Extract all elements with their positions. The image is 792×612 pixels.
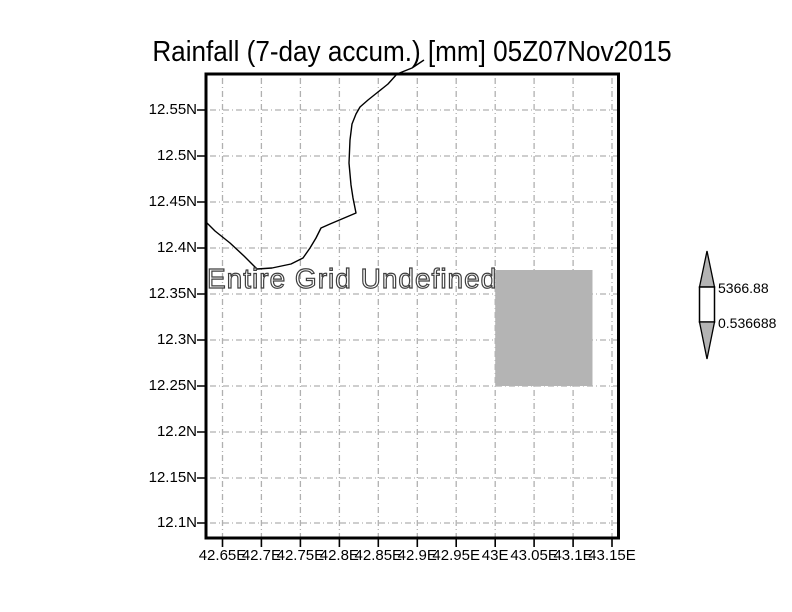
y-tick-label: 12.25N: [148, 376, 197, 394]
undefined-data-region: [495, 270, 593, 386]
undefined-grid-notice: Entire Grid Undefined: [206, 262, 498, 294]
x-tick-label: 43.05E: [510, 547, 558, 564]
x-tick-label: 42.65E: [198, 547, 247, 564]
y-axis-ticks: [197, 109, 206, 524]
x-tick-label: 42.75E: [276, 547, 325, 564]
x-tick-label: 43.1E: [553, 547, 593, 564]
y-tick-label: 12.45N: [148, 192, 197, 210]
chart-title: Rainfall (7-day accum.) [mm] 05Z07Nov201…: [152, 36, 672, 68]
x-tick-label: 42.8E: [319, 547, 359, 564]
colorbar-min-label: 0.536688: [718, 315, 777, 331]
y-tick-label: 12.3N: [156, 330, 197, 348]
y-tick-label: 12.1N: [156, 514, 197, 532]
map-border: [204, 72, 620, 540]
x-tick-label: 42.7E: [241, 547, 282, 564]
y-tick-label: 12.4N: [156, 238, 197, 256]
colorbar-up-arrow: [698, 250, 716, 288]
x-tick-label: 43.15E: [588, 547, 636, 564]
y-tick-label: 12.35N: [148, 284, 197, 302]
x-tick-label: 43E: [481, 547, 509, 564]
colorbar-down-arrow: [698, 321, 716, 360]
x-axis-ticks: [221, 538, 613, 547]
x-tick-label: 42.9E: [397, 547, 437, 564]
colorbar-max-label: 5366.88: [718, 280, 769, 296]
y-tick-label: 12.2N: [156, 422, 197, 440]
coastline: [204, 59, 425, 270]
y-tick-label: 12.15N: [148, 468, 197, 486]
colorbar-range-box: [698, 286, 716, 323]
x-tick-label: 42.85E: [354, 547, 403, 564]
y-tick-label: 12.55N: [148, 101, 197, 119]
x-tick-label: 42.95E: [432, 547, 480, 564]
y-tick-label: 12.5N: [156, 147, 197, 165]
